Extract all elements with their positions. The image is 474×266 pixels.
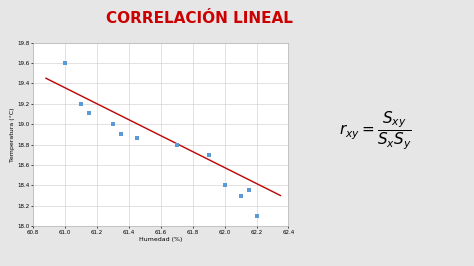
Point bbox=[109, 122, 117, 126]
Point bbox=[77, 102, 85, 106]
Point bbox=[133, 136, 141, 140]
Text: $r_{xy} = \dfrac{S_{xy}}{S_x S_y}$: $r_{xy} = \dfrac{S_{xy}}{S_x S_y}$ bbox=[339, 110, 412, 152]
Point bbox=[173, 142, 181, 147]
Point bbox=[253, 214, 260, 218]
Y-axis label: Temperatura (°C): Temperatura (°C) bbox=[9, 107, 15, 161]
Point bbox=[85, 111, 93, 115]
Point bbox=[205, 153, 212, 157]
Text: CORRELACIÓN LINEAL: CORRELACIÓN LINEAL bbox=[106, 11, 292, 26]
Point bbox=[237, 193, 245, 198]
X-axis label: Humedad (%): Humedad (%) bbox=[139, 237, 182, 242]
Point bbox=[221, 183, 228, 188]
Point bbox=[245, 188, 252, 193]
Point bbox=[61, 61, 69, 65]
Point bbox=[117, 132, 125, 136]
